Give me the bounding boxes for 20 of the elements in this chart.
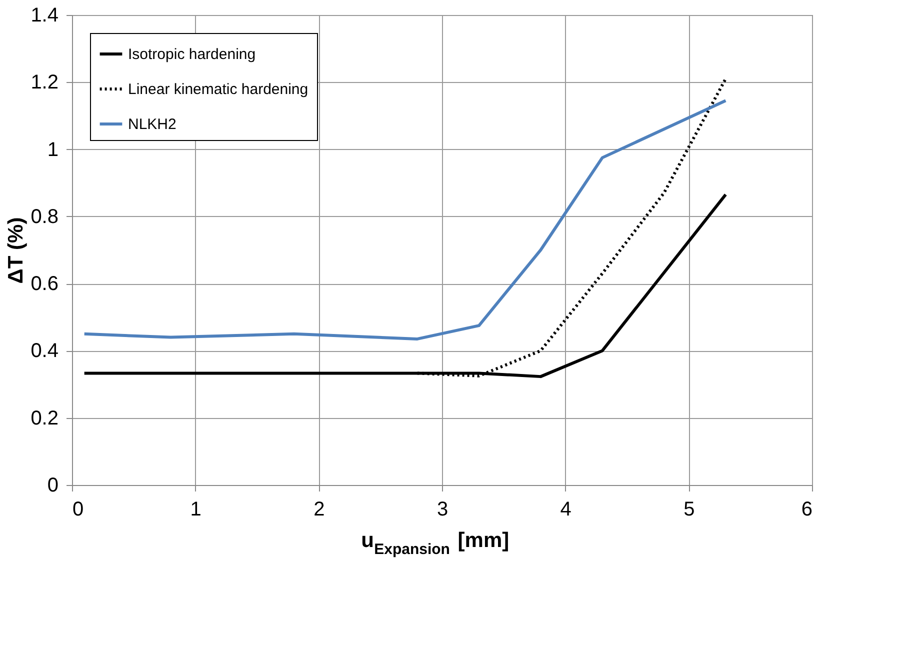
x-tick-label: 5 [684,498,695,520]
y-tick-label: 1.4 [30,4,58,26]
x-tick-label: 1 [190,498,202,520]
y-tick-label: 0.4 [30,340,58,362]
legend-label: NLKH2 [128,116,176,133]
y-tick-label: 1.2 [30,72,58,94]
x-tick-label: 4 [560,498,572,520]
y-tick-label: 1 [47,138,58,161]
y-tick-label: 0 [47,474,58,496]
legend-label: Isotropic hardening [128,46,256,63]
y-tick-label: 0.2 [30,407,58,430]
line-series [82,99,728,340]
y-axis-title: ΔT (%) [4,217,28,284]
x-tick-label: 3 [436,498,448,520]
x-tick-label: 2 [314,498,325,520]
x-tick-label: 6 [801,498,812,520]
legend-label: Linear kinematic hardening [128,81,308,98]
y-tick-label: 0.8 [30,206,58,228]
x-tick-label: 0 [72,498,84,520]
y-tick-label: 0.6 [30,273,58,296]
